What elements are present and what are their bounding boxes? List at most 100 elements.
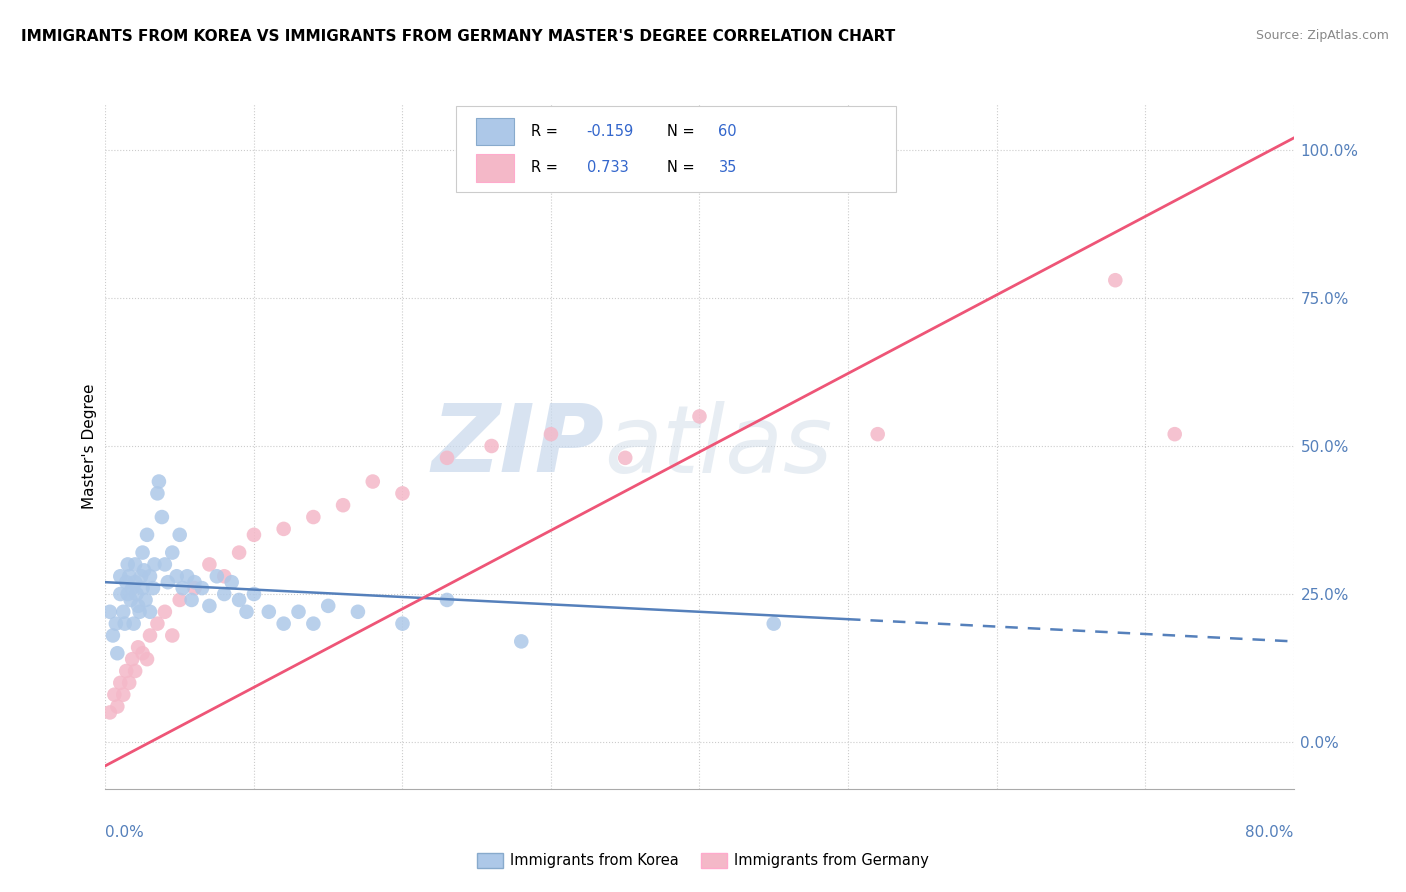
Point xyxy=(125,587,148,601)
Point xyxy=(128,605,150,619)
Point xyxy=(235,605,257,619)
Text: 0.733: 0.733 xyxy=(586,161,628,176)
Text: N =: N = xyxy=(668,124,695,139)
Point xyxy=(131,545,153,559)
Point xyxy=(273,522,295,536)
Point xyxy=(118,569,141,583)
Point xyxy=(166,569,188,583)
Point xyxy=(243,587,266,601)
Point xyxy=(122,616,145,631)
Y-axis label: Master's Degree: Master's Degree xyxy=(82,384,97,508)
Text: R =: R = xyxy=(531,124,558,139)
Point xyxy=(129,569,152,583)
Point xyxy=(142,581,165,595)
Point xyxy=(614,450,637,465)
Text: atlas: atlas xyxy=(605,401,832,491)
Point xyxy=(98,605,121,619)
Point xyxy=(316,599,339,613)
Point xyxy=(347,605,370,619)
Text: ZIP: ZIP xyxy=(432,400,605,492)
Point xyxy=(228,593,250,607)
Point xyxy=(221,575,243,590)
Point xyxy=(143,558,166,572)
Point xyxy=(436,593,458,607)
Point xyxy=(228,545,250,559)
Point xyxy=(162,628,184,642)
Point xyxy=(198,599,221,613)
Point xyxy=(243,528,266,542)
Point xyxy=(162,545,184,559)
Point xyxy=(139,605,162,619)
Point xyxy=(172,581,194,595)
Point xyxy=(436,450,458,465)
Point xyxy=(481,439,503,453)
Point xyxy=(287,605,309,619)
Point xyxy=(148,475,170,489)
Point xyxy=(214,569,236,583)
Point xyxy=(183,581,205,595)
Point xyxy=(510,634,533,648)
Point xyxy=(117,587,139,601)
Point xyxy=(302,510,325,524)
Point xyxy=(110,569,132,583)
Text: 0.0%: 0.0% xyxy=(105,825,145,839)
Point xyxy=(689,409,711,424)
Point xyxy=(540,427,562,442)
Point xyxy=(139,569,162,583)
Point xyxy=(112,605,135,619)
Point xyxy=(110,676,132,690)
Point xyxy=(131,646,153,660)
Point xyxy=(136,528,159,542)
FancyBboxPatch shape xyxy=(477,154,515,182)
Point xyxy=(124,558,146,572)
Legend: Immigrants from Korea, Immigrants from Germany: Immigrants from Korea, Immigrants from G… xyxy=(471,847,935,874)
Text: 35: 35 xyxy=(718,161,737,176)
Point xyxy=(124,664,146,678)
Point xyxy=(391,616,413,631)
Point xyxy=(1104,273,1126,287)
Point xyxy=(191,581,214,595)
Point xyxy=(120,593,142,607)
Point xyxy=(118,676,141,690)
Point xyxy=(176,569,198,583)
Point xyxy=(124,575,146,590)
Point xyxy=(105,646,128,660)
Point xyxy=(98,706,121,720)
Point xyxy=(105,699,128,714)
Point xyxy=(273,616,295,631)
Point xyxy=(257,605,280,619)
Point xyxy=(110,587,132,601)
Point xyxy=(361,475,384,489)
Point xyxy=(153,605,176,619)
Point xyxy=(205,569,228,583)
Point xyxy=(103,688,125,702)
Point xyxy=(214,587,236,601)
Point xyxy=(153,558,176,572)
Point xyxy=(104,616,127,631)
Point xyxy=(112,688,135,702)
Point xyxy=(127,599,149,613)
Point xyxy=(302,616,325,631)
Point xyxy=(866,427,889,442)
Point xyxy=(115,664,138,678)
Point xyxy=(131,581,153,595)
FancyBboxPatch shape xyxy=(477,118,515,145)
Point xyxy=(101,628,124,642)
Point xyxy=(127,640,149,655)
Point xyxy=(121,581,143,595)
Point xyxy=(146,486,169,500)
Text: N =: N = xyxy=(668,161,695,176)
Text: Source: ZipAtlas.com: Source: ZipAtlas.com xyxy=(1256,29,1389,42)
FancyBboxPatch shape xyxy=(456,106,896,192)
Point xyxy=(117,558,139,572)
Point xyxy=(198,558,221,572)
Point xyxy=(762,616,785,631)
Point xyxy=(136,652,159,666)
Text: 60: 60 xyxy=(718,124,737,139)
Point xyxy=(183,575,205,590)
Point xyxy=(132,563,155,577)
Point xyxy=(115,575,138,590)
Point xyxy=(121,652,143,666)
Point xyxy=(139,628,162,642)
Point xyxy=(169,528,191,542)
